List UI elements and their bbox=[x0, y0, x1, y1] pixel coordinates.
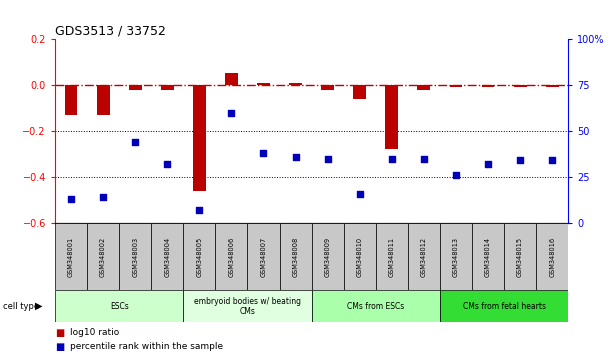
Bar bbox=[152, 223, 183, 290]
Point bbox=[483, 161, 493, 167]
Text: ■: ■ bbox=[55, 342, 64, 352]
Bar bbox=[514, 85, 527, 87]
Bar bbox=[183, 290, 312, 322]
Text: GDS3513 / 33752: GDS3513 / 33752 bbox=[55, 25, 166, 38]
Text: GSM348010: GSM348010 bbox=[357, 236, 363, 277]
Text: embryoid bodies w/ beating
CMs: embryoid bodies w/ beating CMs bbox=[194, 297, 301, 316]
Bar bbox=[225, 74, 238, 85]
Point bbox=[130, 139, 140, 145]
Bar bbox=[343, 223, 376, 290]
Text: GSM348012: GSM348012 bbox=[421, 236, 427, 277]
Bar bbox=[376, 223, 408, 290]
Bar bbox=[440, 223, 472, 290]
Text: GSM348014: GSM348014 bbox=[485, 236, 491, 277]
Text: cell type: cell type bbox=[3, 302, 39, 311]
Point bbox=[291, 154, 301, 160]
Bar bbox=[481, 85, 494, 87]
Text: GSM348016: GSM348016 bbox=[549, 236, 555, 277]
Bar bbox=[289, 83, 302, 85]
Bar bbox=[504, 223, 536, 290]
Point bbox=[258, 150, 268, 156]
Text: GSM348009: GSM348009 bbox=[324, 236, 331, 277]
Bar bbox=[440, 290, 568, 322]
Text: GSM348011: GSM348011 bbox=[389, 237, 395, 276]
Bar bbox=[408, 223, 440, 290]
Point bbox=[194, 207, 204, 213]
Text: GSM348015: GSM348015 bbox=[517, 236, 523, 277]
Text: ■: ■ bbox=[55, 328, 64, 338]
Point bbox=[323, 156, 332, 161]
Bar bbox=[450, 85, 463, 87]
Point bbox=[66, 196, 76, 202]
Bar bbox=[312, 223, 343, 290]
Text: CMs from fetal hearts: CMs from fetal hearts bbox=[463, 302, 546, 311]
Text: GSM348003: GSM348003 bbox=[132, 236, 138, 277]
Bar bbox=[87, 223, 119, 290]
Bar bbox=[536, 223, 568, 290]
Point bbox=[227, 110, 236, 115]
Point bbox=[355, 191, 365, 196]
Point bbox=[515, 158, 525, 163]
Point bbox=[98, 194, 108, 200]
Bar bbox=[161, 85, 174, 90]
Text: log10 ratio: log10 ratio bbox=[70, 328, 120, 337]
Text: GSM348002: GSM348002 bbox=[100, 236, 106, 277]
Bar bbox=[321, 85, 334, 90]
Point bbox=[387, 156, 397, 161]
Text: GSM348001: GSM348001 bbox=[68, 236, 74, 277]
Bar bbox=[247, 223, 280, 290]
Bar bbox=[546, 85, 558, 87]
Point bbox=[419, 156, 429, 161]
Bar bbox=[417, 85, 430, 90]
Bar bbox=[386, 85, 398, 149]
Bar bbox=[216, 223, 247, 290]
Bar bbox=[312, 290, 440, 322]
Bar bbox=[472, 223, 504, 290]
Bar bbox=[193, 85, 206, 191]
Text: ESCs: ESCs bbox=[110, 302, 128, 311]
Text: GSM348013: GSM348013 bbox=[453, 237, 459, 276]
Bar bbox=[280, 223, 312, 290]
Text: GSM348008: GSM348008 bbox=[293, 236, 299, 277]
Bar bbox=[55, 290, 183, 322]
Text: GSM348007: GSM348007 bbox=[260, 236, 266, 277]
Bar bbox=[353, 85, 366, 99]
Text: percentile rank within the sample: percentile rank within the sample bbox=[70, 342, 224, 352]
Text: CMs from ESCs: CMs from ESCs bbox=[347, 302, 404, 311]
Text: GSM348005: GSM348005 bbox=[196, 236, 202, 277]
Text: GSM348006: GSM348006 bbox=[229, 236, 235, 277]
Bar bbox=[257, 83, 270, 85]
Bar bbox=[183, 223, 216, 290]
Bar bbox=[97, 85, 109, 115]
Bar bbox=[65, 85, 78, 115]
Point bbox=[547, 158, 557, 163]
Point bbox=[451, 172, 461, 178]
Text: ▶: ▶ bbox=[35, 301, 43, 311]
Text: GSM348004: GSM348004 bbox=[164, 236, 170, 277]
Bar bbox=[129, 85, 142, 90]
Bar bbox=[119, 223, 152, 290]
Bar bbox=[55, 223, 87, 290]
Point bbox=[163, 161, 172, 167]
